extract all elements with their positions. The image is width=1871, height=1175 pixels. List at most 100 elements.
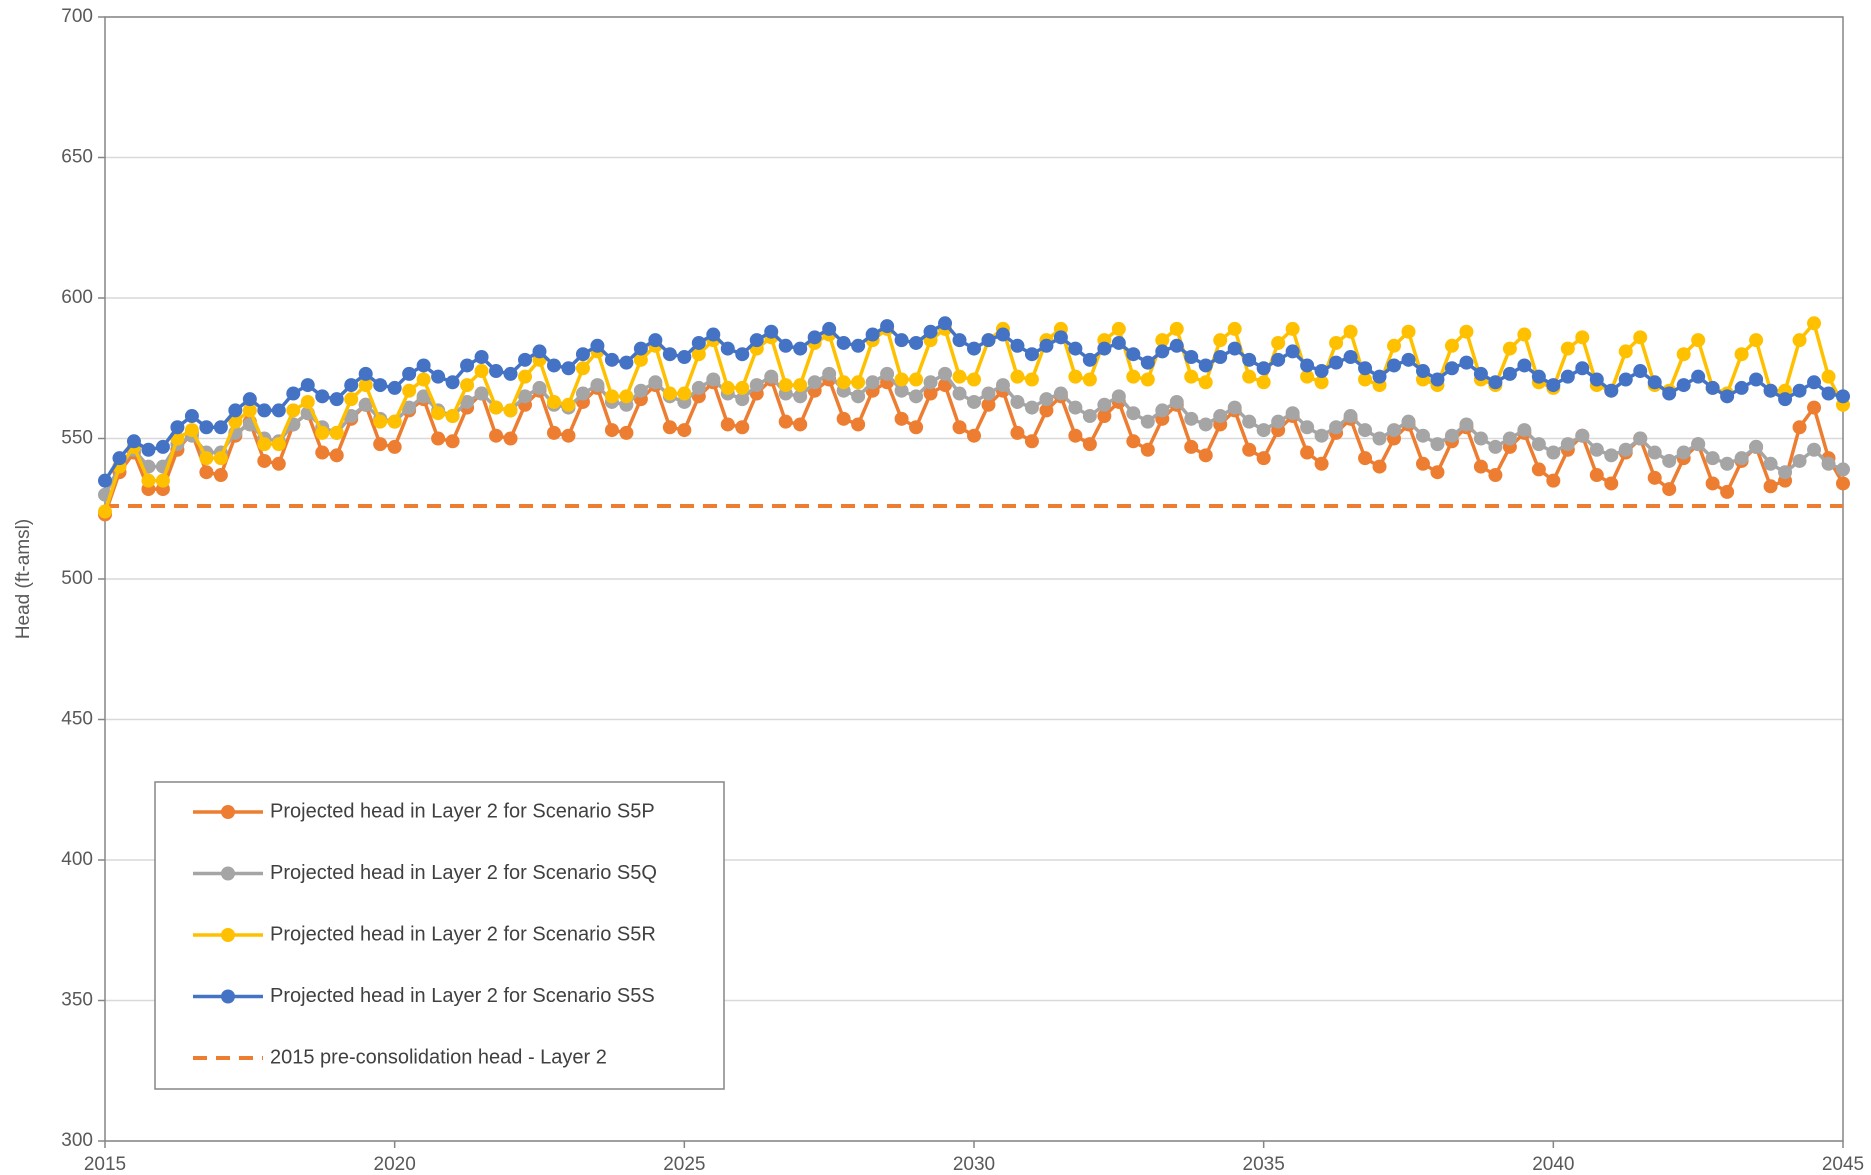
y-tick-label: 700	[61, 6, 93, 27]
data-point	[416, 358, 431, 373]
data-point	[1300, 445, 1315, 460]
data-point	[1444, 338, 1459, 353]
data-point	[1010, 338, 1025, 353]
data-point	[662, 347, 677, 362]
data-point	[184, 423, 199, 438]
data-point	[1792, 420, 1807, 435]
data-point	[1082, 437, 1097, 452]
data-point	[228, 414, 243, 429]
data-point	[1126, 406, 1141, 421]
data-point	[271, 456, 286, 471]
data-point	[1184, 439, 1199, 454]
data-point	[358, 397, 373, 412]
y-tick-label: 350	[61, 990, 93, 1011]
series	[98, 316, 1850, 488]
data-point	[1198, 448, 1213, 463]
data-point	[503, 366, 518, 381]
data-point	[1329, 420, 1344, 435]
data-point	[807, 375, 822, 390]
y-tick-label: 400	[61, 849, 93, 870]
data-point	[619, 425, 634, 440]
data-point	[1691, 437, 1706, 452]
data-point	[1068, 369, 1083, 384]
data-point	[112, 451, 127, 466]
data-point	[1242, 442, 1257, 457]
data-point	[1401, 414, 1416, 429]
y-tick-label: 500	[61, 568, 93, 589]
data-point	[1560, 369, 1575, 384]
data-point	[1314, 364, 1329, 379]
data-point	[1329, 355, 1344, 370]
data-point	[677, 350, 692, 365]
data-point	[126, 434, 141, 449]
data-point	[1792, 453, 1807, 468]
data-point	[1097, 409, 1112, 424]
data-point	[1227, 341, 1242, 356]
data-point	[720, 417, 735, 432]
data-point	[764, 324, 779, 339]
data-point	[1169, 338, 1184, 353]
data-point	[923, 375, 938, 390]
data-point	[518, 369, 533, 384]
data-point	[1531, 462, 1546, 477]
data-point	[1039, 392, 1054, 407]
data-point	[865, 375, 880, 390]
data-point	[1705, 380, 1720, 395]
data-point	[1184, 350, 1199, 365]
data-point	[1691, 333, 1706, 348]
data-point	[633, 383, 648, 398]
data-point	[793, 417, 808, 432]
data-point	[1285, 344, 1300, 359]
data-point	[1720, 389, 1735, 404]
data-point	[1372, 369, 1387, 384]
data-point	[1184, 369, 1199, 384]
data-point	[967, 372, 981, 387]
data-point	[735, 347, 750, 362]
data-point	[257, 437, 272, 452]
data-point	[1734, 347, 1749, 362]
data-point	[735, 392, 750, 407]
data-point	[1415, 364, 1430, 379]
data-point	[952, 333, 967, 348]
legend-marker	[221, 928, 235, 942]
data-point	[489, 400, 504, 415]
data-point	[1792, 383, 1807, 398]
data-point	[1111, 335, 1126, 350]
data-point	[561, 397, 576, 412]
data-point	[1300, 369, 1315, 384]
data-point	[228, 403, 243, 418]
data-point	[1256, 375, 1271, 390]
data-point	[1010, 369, 1025, 384]
data-point	[1097, 397, 1112, 412]
data-point	[1749, 372, 1764, 387]
data-point	[1807, 442, 1822, 457]
data-point	[1256, 361, 1271, 376]
data-point	[431, 369, 446, 384]
data-point	[1459, 324, 1474, 339]
data-point	[1300, 358, 1315, 373]
data-point	[1024, 347, 1039, 362]
data-point	[880, 366, 895, 381]
data-point	[387, 439, 402, 454]
x-tick-label: 2020	[374, 1154, 416, 1175]
data-point	[1198, 417, 1213, 432]
data-point	[546, 394, 561, 409]
data-point	[604, 352, 619, 367]
data-point	[445, 409, 460, 424]
data-point	[1314, 456, 1329, 471]
data-point	[1546, 473, 1561, 488]
legend-label: Projected head in Layer 2 for Scenario S…	[270, 985, 655, 1007]
data-point	[503, 431, 518, 446]
data-point	[1343, 350, 1358, 365]
data-point	[503, 403, 518, 418]
data-point	[938, 316, 953, 331]
data-point	[1126, 347, 1141, 362]
data-point	[1488, 468, 1503, 483]
data-point	[648, 333, 663, 348]
data-point	[952, 386, 967, 401]
data-point	[1430, 437, 1445, 452]
data-point	[1343, 409, 1358, 424]
data-point	[1169, 394, 1184, 409]
data-point	[1604, 448, 1619, 463]
